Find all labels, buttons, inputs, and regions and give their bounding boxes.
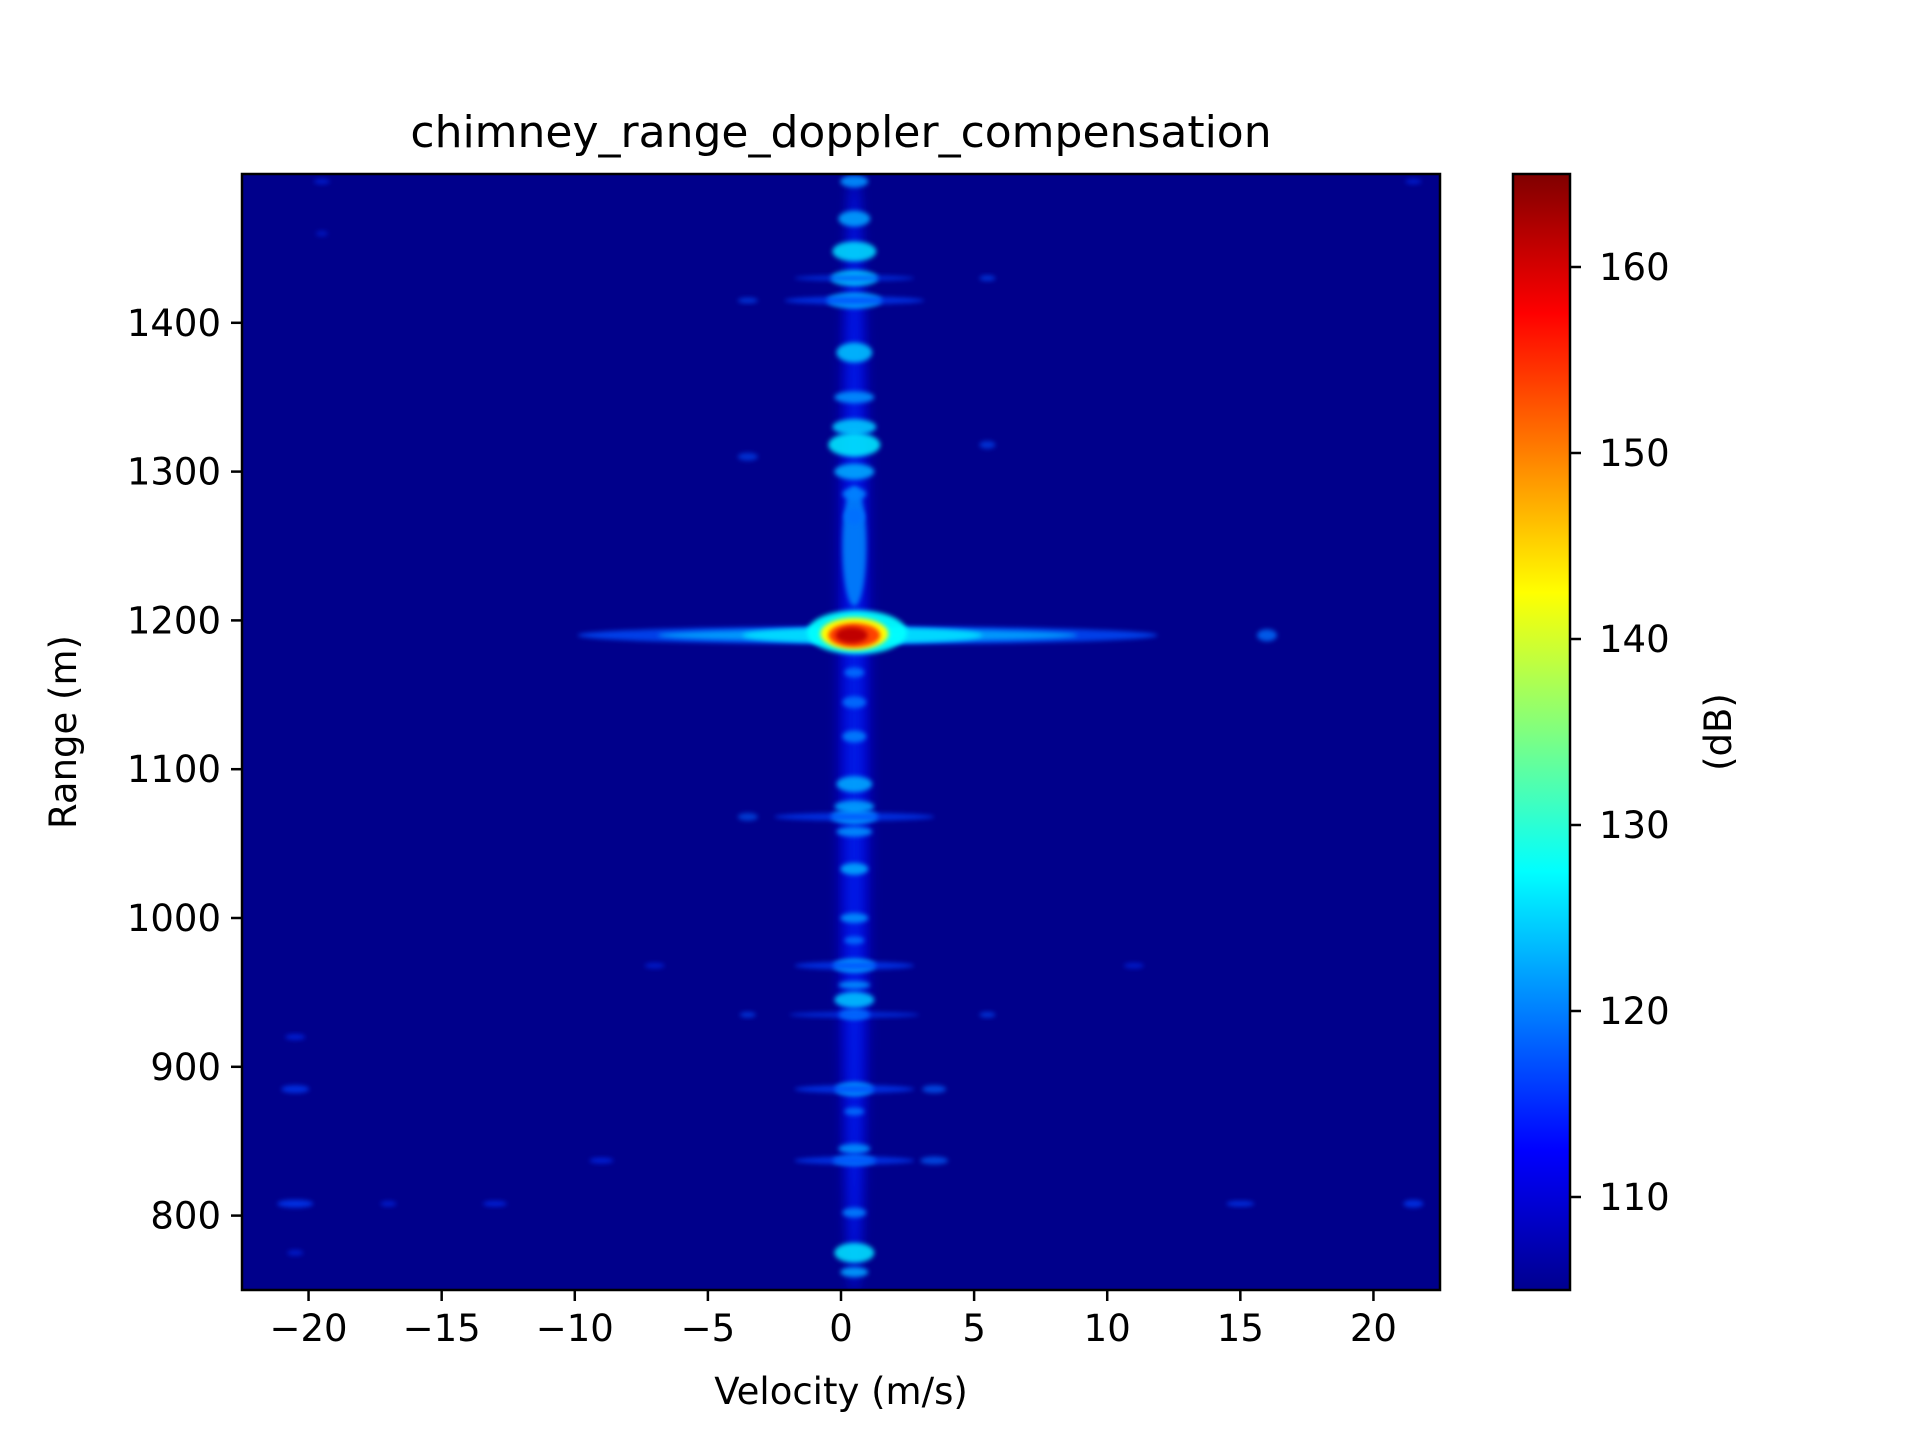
heatmap-blob [794,1085,915,1094]
colorbar-tick-label: 130 [1599,804,1670,847]
heatmap-blob [789,1011,920,1018]
heatmap-blob [844,508,865,525]
y-tick-label: 1000 [127,897,221,940]
heatmap-blob [281,1085,310,1094]
heatmap-blob [838,210,871,227]
heatmap-blob [842,1207,867,1218]
heatmap-blob [840,862,869,875]
heatmap-blob [737,812,758,821]
heatmap-blob [1256,629,1277,642]
heatmap-blob [737,297,758,304]
heatmap-blob [589,1157,614,1164]
y-tick-label: 1100 [127,748,221,791]
colorbar-tick-label: 150 [1599,432,1670,475]
x-tick-label: −20 [270,1307,348,1350]
heatmap-blob [834,991,875,1008]
y-tick-label: 1200 [127,599,221,642]
heatmap-blob [737,452,758,461]
heatmap-blob [287,1249,304,1256]
heatmap-blob [794,1156,915,1165]
heatmap-blob [844,667,865,678]
heatmap-blob [644,962,665,969]
heatmap-blob [380,1200,397,1207]
heatmap-blob [313,178,330,185]
heatmap-blob [784,296,925,305]
heatmap-blob [834,1242,875,1263]
heatmap-blob [836,826,873,837]
heatmap-blob [794,275,915,282]
heatmap-blob [834,800,875,813]
heatmap-blob [1226,1200,1255,1207]
heatmap-blob [832,241,877,262]
heatmap-blob [834,391,875,404]
x-tick-label: 10 [1084,1307,1131,1350]
heatmap-blob [828,432,881,457]
x-tick-label: 15 [1217,1307,1264,1350]
heatmap-blob [277,1199,314,1208]
colorbar [1511,172,1572,1292]
heatmap-blob [1123,962,1144,969]
heatmap-blob [922,1085,947,1094]
heatmap-blob [836,342,873,363]
y-axis: 800 900 1000 1100 1200 1300 1400 [127,302,242,1238]
heatmap-blob [794,961,915,970]
colorbar-tick-label: 140 [1599,618,1670,661]
heatmap-blob [840,1267,869,1278]
heatmap-blob [840,913,869,923]
x-tick-label: −15 [403,1307,481,1350]
heatmap-blob [1405,178,1422,185]
x-tick-label: 5 [962,1307,986,1350]
heatmap-blob [979,1011,996,1018]
heatmap-features [277,174,1424,1290]
colorbar-label: (dB) [1697,693,1740,771]
heatmap-blob [838,980,871,989]
colorbar-tick-label: 120 [1599,990,1670,1033]
heatmap-blob [1403,1199,1424,1208]
heatmap-blob [739,1011,756,1018]
x-tick-label: −10 [536,1307,614,1350]
heatmap-blob [842,487,867,500]
colorbar-tick-label: 110 [1599,1176,1670,1219]
heatmap-blob [285,1034,306,1041]
heatmap-blob [838,1143,871,1154]
y-axis-label: Range (m) [42,635,85,829]
heatmap-blob [844,936,865,945]
heatmap-blob [842,730,867,743]
y-tick-label: 800 [150,1195,221,1238]
x-axis: −20 −15 −10 −5 0 5 10 15 20 [270,1290,1397,1350]
heatmap-blob [840,175,869,188]
x-tick-label: −5 [681,1307,736,1350]
heatmap-blob [844,1107,865,1116]
y-tick-label: 900 [150,1046,221,1089]
x-tick-label: 20 [1350,1307,1397,1350]
heatmap-blob [842,486,867,606]
heatmap-blob [835,627,868,644]
x-tick-label: 0 [829,1307,853,1350]
heatmap-blob [315,230,328,237]
heatmap-blob [834,463,875,480]
colorbar-tick-label: 160 [1599,246,1670,289]
heatmap-blob [482,1200,507,1207]
y-tick-label: 1400 [127,302,221,345]
colorbar-axis: 110 120 130 140 150 160 [1570,246,1670,1219]
heatmap-blob [842,696,867,709]
heatmap-blob [774,812,935,821]
y-tick-label: 1300 [127,451,221,494]
heatmap-blob [979,440,996,449]
chart-title: chimney_range_doppler_compensation [410,107,1271,158]
heatmap-blob [832,418,877,435]
heatmap-blob [836,776,873,793]
heatmap-blob [920,1156,949,1165]
heatmap-blob [979,275,996,282]
x-axis-label: Velocity (m/s) [714,1370,968,1413]
